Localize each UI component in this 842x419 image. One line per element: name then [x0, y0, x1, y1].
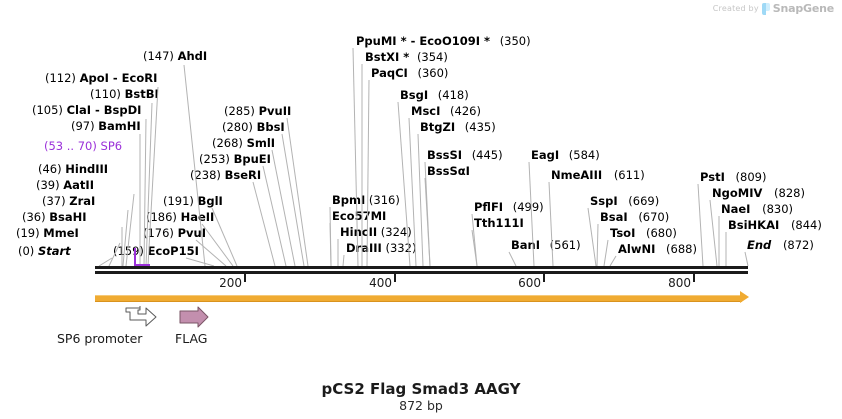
site-label-sspi: SspI (669): [590, 194, 660, 208]
site-label-pvui: (176) PvuI: [143, 226, 206, 240]
site-label-apoi-ecori: (112) ApoI - EcoRI: [45, 71, 158, 85]
site-label-ahdi: (147) AhdI: [143, 49, 208, 63]
site-label-bsssi: BssSI (445): [427, 148, 503, 162]
site-label-eco57mi: Eco57MI: [332, 209, 387, 223]
site-label-aatii: (39) AatII: [36, 178, 94, 192]
site-label-bsai: BsaI (670): [600, 210, 670, 224]
site-label-bsssai: BssSαI: [427, 164, 470, 178]
site-label-psti: PstI (809): [700, 170, 767, 184]
site-label-nmeaiii: NmeAIII (611): [551, 168, 645, 182]
site-label-pvuii: (285) PvuII: [224, 104, 292, 118]
backbone-arrowhead-icon: [740, 291, 749, 303]
site-label-bsihkai: BsiHKAI (844): [728, 218, 822, 232]
site-label-ppumi-ecoo109i: PpuMI * - EcoO109I * (350): [356, 34, 531, 48]
site-label-bgli: (191) BglI: [163, 194, 223, 208]
site-label-sp6: (53 .. 70) SP6: [44, 139, 123, 153]
plasmid-title: pCS2 Flag Smad3 AAGY: [321, 380, 521, 398]
site-label-ngomiv: NgoMIV (828): [712, 186, 805, 200]
backbone-bar: [95, 295, 742, 302]
site-label-msci: MscI (426): [411, 104, 481, 118]
site-label-smli: (268) SmlI: [212, 136, 276, 150]
axis-label-800: 800: [668, 276, 691, 290]
site-label-tth111i: Tth111I: [474, 216, 524, 230]
site-label-zrai: (37) ZraI: [42, 194, 96, 208]
marker-label-end: End (872): [747, 238, 814, 252]
site-label-ecop15i: (159) EcoP15I: [113, 244, 199, 258]
site-label-eagi: EagI (584): [531, 148, 600, 162]
watermark-created-by: Created by: [712, 4, 759, 13]
site-label-hindiii: (46) HindIII: [38, 162, 109, 176]
watermark-brand: SnapGene: [772, 2, 834, 15]
axis-tick-200: [244, 274, 246, 282]
site-label-bani: BanI (561): [511, 238, 581, 252]
axis-tick-800: [693, 274, 695, 282]
site-label-btgzi: BtgZI (435): [420, 120, 496, 134]
axis-label-200: 200: [219, 276, 242, 290]
axis-tick-400: [394, 274, 396, 282]
site-label-haeii: (186) HaeII: [146, 210, 215, 224]
sp6-promoter-arrow-icon: [125, 306, 157, 327]
site-label-bstbi: (110) BstBI: [90, 87, 159, 101]
site-label-draiii: DraIII (332): [346, 241, 417, 255]
site-label-bsahi: (36) BsaHI: [22, 210, 87, 224]
site-label-bsgi: BsgI (418): [400, 88, 469, 102]
site-label-bstxi: BstXI * (354): [365, 50, 448, 64]
snapgene-logo-icon: [761, 2, 770, 15]
site-label-bbsi: (280) BbsI: [222, 120, 285, 134]
site-label-alwni: AlwNI (688): [618, 242, 697, 256]
site-label-bpmi: BpmI (316): [332, 193, 400, 207]
feature-label-sp6-promoter: SP6 promoter: [57, 331, 143, 346]
sequence-ruler-top: [95, 266, 748, 269]
site-label-tsoi: TsoI (680): [610, 226, 677, 240]
site-label-paqci: PaqCI (360): [371, 66, 449, 80]
site-label-bamhi: (97) BamHI: [71, 119, 141, 133]
axis-label-600: 600: [518, 276, 541, 290]
site-label-mmei: (19) MmeI: [16, 226, 79, 240]
flag-arrow-icon: [179, 306, 209, 328]
axis-label-400: 400: [369, 276, 392, 290]
site-label-pflfi: PflFI (499): [474, 200, 544, 214]
site-label-naei: NaeI (830): [721, 202, 794, 216]
site-label-bpuei: (253) BpuEI: [199, 152, 271, 166]
sequence-ruler-bottom: [95, 271, 748, 274]
site-label-bseri: (238) BseRI: [190, 168, 262, 182]
marker-label-start: (0) Start: [18, 244, 71, 258]
snapgene-watermark: Created by SnapGene: [713, 2, 834, 15]
site-label-clai-bspdi: (105) ClaI - BspDI: [32, 103, 142, 117]
feature-label-flag: FLAG: [175, 331, 208, 346]
plasmid-length: 872 bp: [399, 398, 443, 413]
axis-tick-600: [543, 274, 545, 282]
site-label-hincii: HincII (324): [340, 225, 412, 239]
